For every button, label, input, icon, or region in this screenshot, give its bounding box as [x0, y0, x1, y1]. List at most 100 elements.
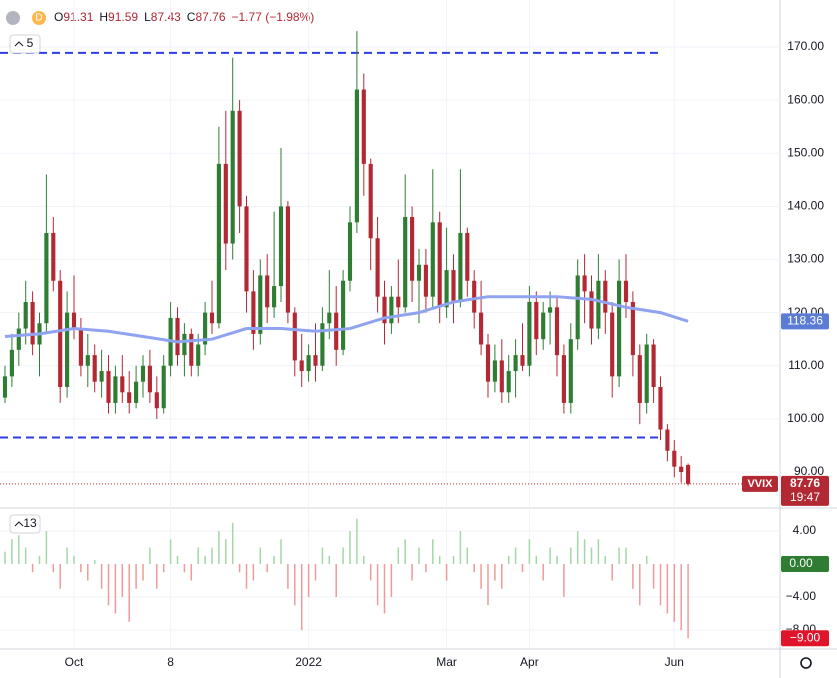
hist-bar	[11, 539, 13, 565]
hist-bar	[618, 547, 620, 565]
hist-bar	[114, 564, 117, 614]
hist-bar	[645, 555, 648, 565]
hist-bar	[211, 547, 213, 565]
candle-body	[472, 280, 477, 313]
indicator-box	[9, 34, 41, 54]
candle-body	[423, 264, 428, 297]
candle-body	[223, 163, 228, 244]
candle-body	[658, 386, 663, 430]
hist-bar	[314, 564, 317, 581]
candle-body	[389, 296, 394, 324]
ohlc-key: H	[99, 10, 108, 24]
hist-bar	[45, 531, 48, 565]
ma-tag	[781, 313, 829, 330]
candle-body	[596, 280, 601, 329]
y-tick-label: 170.00	[787, 39, 824, 53]
candle-body	[644, 344, 649, 403]
y-tick-label: 110.00	[788, 358, 824, 372]
y-tick-label: −4.00	[786, 589, 817, 603]
candle-body	[444, 270, 449, 308]
countdown: 19:47	[790, 490, 820, 504]
candle-body	[71, 312, 77, 329]
ohlc-legend: O91.31 H91.59 L87.43 C87.76 −1.77 (−1.98%)	[54, 10, 314, 24]
hist-bar	[128, 564, 130, 622]
x-tick-label: Jun	[665, 655, 684, 669]
candle-body	[554, 307, 560, 356]
hist-bar	[369, 564, 372, 581]
candle-body	[334, 312, 339, 350]
hist-bar	[397, 547, 400, 565]
hist-bar	[480, 564, 482, 589]
candle-body	[216, 163, 221, 324]
symbol: VVIX	[747, 478, 773, 490]
y-tick-label: 4.00	[793, 523, 817, 537]
hist-bar	[390, 564, 393, 598]
hist-bar	[294, 564, 296, 606]
candle-body	[65, 312, 70, 387]
candle-body	[437, 222, 442, 308]
hist-bar	[501, 564, 503, 589]
hist-bar	[176, 555, 179, 565]
hist-bar	[507, 555, 510, 565]
candle-body	[548, 307, 553, 313]
candle-body	[258, 275, 263, 334]
hist-bar	[190, 564, 193, 581]
hist-bar	[528, 539, 531, 565]
candle-body	[679, 466, 684, 472]
hist-bar	[549, 547, 551, 565]
ohlc-value: 87.76	[195, 10, 225, 24]
hist-bar	[287, 564, 289, 589]
hist-bar	[383, 564, 386, 614]
hist-bar	[438, 555, 441, 565]
candle-body	[354, 89, 359, 223]
hist-bar	[452, 555, 455, 565]
hist-bar	[342, 547, 344, 565]
hist-bar	[673, 564, 676, 622]
y-tick-label: 160.00	[787, 92, 824, 106]
change: −1.77 (−1.98%)	[232, 10, 315, 24]
settings-icon[interactable]	[800, 657, 812, 669]
hist-bar	[107, 564, 110, 606]
hist-bar	[632, 564, 634, 589]
candle-body	[582, 275, 587, 292]
candle-body	[589, 291, 594, 329]
ohlc-value: 91.59	[108, 10, 138, 24]
hist-bar	[597, 539, 600, 565]
candle-body	[244, 206, 249, 292]
candle-body	[106, 371, 111, 403]
candle-body	[617, 280, 622, 377]
hist-bar	[149, 547, 151, 565]
interval-icon	[32, 11, 46, 25]
candle-body	[651, 344, 656, 387]
candle-body	[492, 360, 497, 382]
gear[interactable]	[800, 657, 812, 669]
hist-bar	[473, 564, 475, 573]
hist-bar	[328, 555, 331, 565]
hist-bar	[514, 547, 517, 565]
hist-bar	[66, 547, 68, 565]
candle-body	[347, 222, 353, 281]
candle-body	[665, 429, 670, 451]
candle-body	[341, 280, 346, 350]
candle-body	[278, 206, 284, 287]
y-tick-label: 90.00	[794, 464, 824, 478]
hist-bar	[24, 547, 27, 565]
candle-body	[251, 291, 256, 334]
candle-body	[561, 355, 566, 403]
candle-body	[51, 232, 56, 281]
hist-bar	[563, 564, 565, 598]
symbol-icon	[6, 11, 20, 25]
candle-body	[506, 371, 511, 393]
candle-body	[175, 317, 180, 356]
hist-bar	[204, 555, 206, 565]
candle-body	[396, 296, 401, 308]
value-tag	[781, 630, 829, 647]
x-tick-label: 2022	[295, 655, 322, 669]
hist-bar	[349, 531, 351, 565]
candle-body	[154, 392, 159, 409]
collapse-icon	[14, 521, 24, 527]
y-tick-label: 0.00	[789, 556, 813, 570]
hist-bar	[432, 539, 434, 565]
candle-body	[575, 275, 580, 340]
ohlc-key: O	[54, 10, 63, 24]
